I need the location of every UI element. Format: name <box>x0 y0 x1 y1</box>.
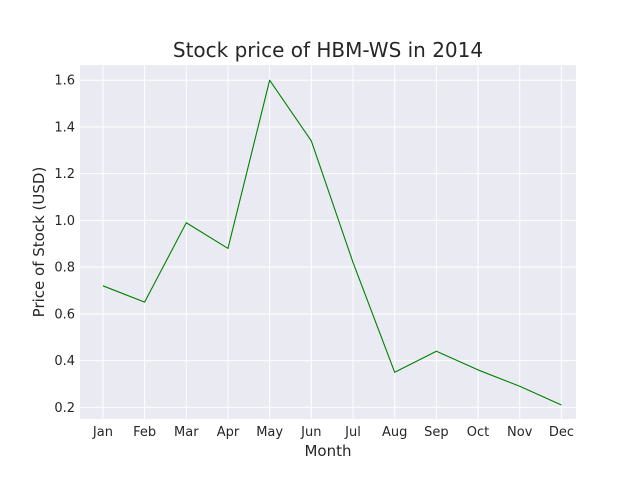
series-layer <box>102 79 562 406</box>
y-axis-label: Price of Stock (USD) <box>30 167 48 318</box>
x-axis-ticks: Jan Feb Mar Apr May Jun Jul Aug Sep Oct Nov Dec <box>92 425 574 440</box>
x-tick-label: May <box>256 425 283 440</box>
plot-background <box>80 65 576 419</box>
x-tick-label: Nov <box>507 425 533 440</box>
y-tick-label: 0.8 <box>54 261 75 276</box>
x-tick-label: Feb <box>133 425 156 440</box>
grid-lines <box>80 65 576 419</box>
y-tick-label: 0.6 <box>54 307 75 322</box>
x-tick-label: Sep <box>424 425 449 440</box>
y-tick-label: 0.4 <box>54 354 75 369</box>
x-tick-label: Apr <box>217 425 240 440</box>
x-axis-label: Month <box>304 442 351 460</box>
y-tick-label: 1.0 <box>54 214 75 229</box>
x-tick-label: Jul <box>344 425 361 440</box>
x-tick-label: Aug <box>382 425 407 440</box>
y-tick-label: 0.2 <box>54 401 75 416</box>
x-tick-label: Jun <box>300 425 321 440</box>
series-line <box>102 79 562 406</box>
x-tick-label: Oct <box>467 425 489 440</box>
y-tick-label: 1.6 <box>54 74 75 89</box>
y-tick-label: 1.4 <box>54 120 75 135</box>
x-tick-label: Mar <box>174 425 199 440</box>
x-tick-label: Dec <box>549 425 574 440</box>
chart-title: Stock price of HBM-WS in 2014 <box>173 38 483 62</box>
y-axis-ticks: 0.2 0.4 0.6 0.8 1.0 1.2 1.4 1.6 <box>54 74 75 416</box>
y-tick-label: 1.2 <box>54 167 75 182</box>
x-tick-label: Jan <box>92 425 113 440</box>
